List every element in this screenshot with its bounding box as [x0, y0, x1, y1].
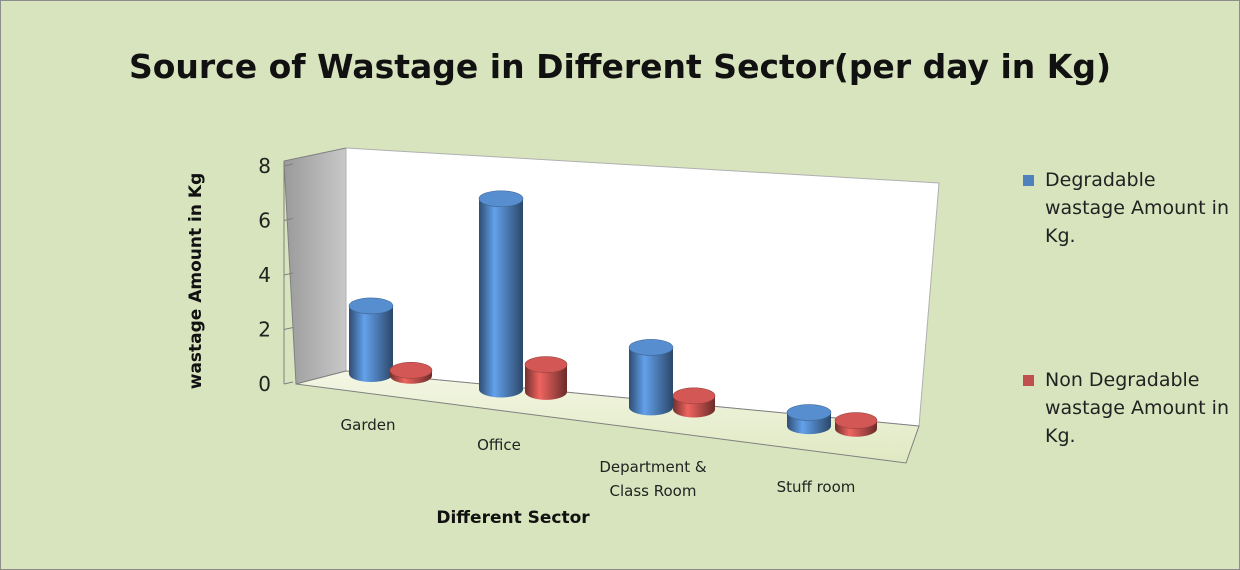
bar [672, 387, 716, 418]
y-tick [283, 327, 294, 330]
bar [834, 412, 878, 437]
bar [389, 362, 433, 384]
y-tick-label: 8 [258, 154, 271, 178]
bar-body [479, 198, 523, 398]
legend-label: Degradable wastage Amount in Kg. [1045, 169, 1229, 247]
legend-swatch [1023, 175, 1034, 186]
bar-body [525, 364, 567, 400]
bar [786, 404, 832, 435]
y-tick-label: 6 [258, 209, 271, 233]
bar-body [349, 305, 393, 383]
bar [628, 339, 674, 416]
y-tick [283, 272, 294, 276]
x-tick-label: Garden [340, 416, 396, 434]
x-tick-label: Stuff room [776, 478, 856, 496]
chart-title: Source of Wastage in Different Sector(pe… [129, 47, 1111, 86]
bar-top [672, 387, 716, 405]
bar-top [389, 362, 433, 379]
y-tick [283, 381, 294, 385]
y-tick-label: 0 [258, 372, 271, 396]
bar-top [628, 339, 674, 356]
y-tick [283, 163, 294, 167]
y-tick [283, 218, 294, 221]
bar-top [478, 190, 524, 208]
bar [524, 356, 568, 400]
bar-top [348, 297, 394, 315]
y-tick-label: 2 [258, 318, 271, 342]
floor [295, 370, 920, 464]
y-tick-label: 4 [258, 263, 271, 287]
left-wall [283, 147, 347, 385]
bar [348, 297, 394, 383]
bar-body [629, 347, 673, 416]
legend-swatch [1023, 375, 1034, 386]
bar-top [834, 412, 878, 429]
x-tick-label: Department & Class Room [599, 458, 707, 500]
x-axis-label: Different Sector [436, 508, 590, 528]
bar-top [524, 356, 568, 373]
x-tick-label: Office [477, 436, 521, 454]
bar-top [786, 404, 832, 421]
bar [478, 190, 524, 398]
legend-label: Non Degradable wastage Amount in Kg. [1045, 369, 1229, 447]
y-axis-label: wastage Amount in Kg [186, 173, 206, 390]
